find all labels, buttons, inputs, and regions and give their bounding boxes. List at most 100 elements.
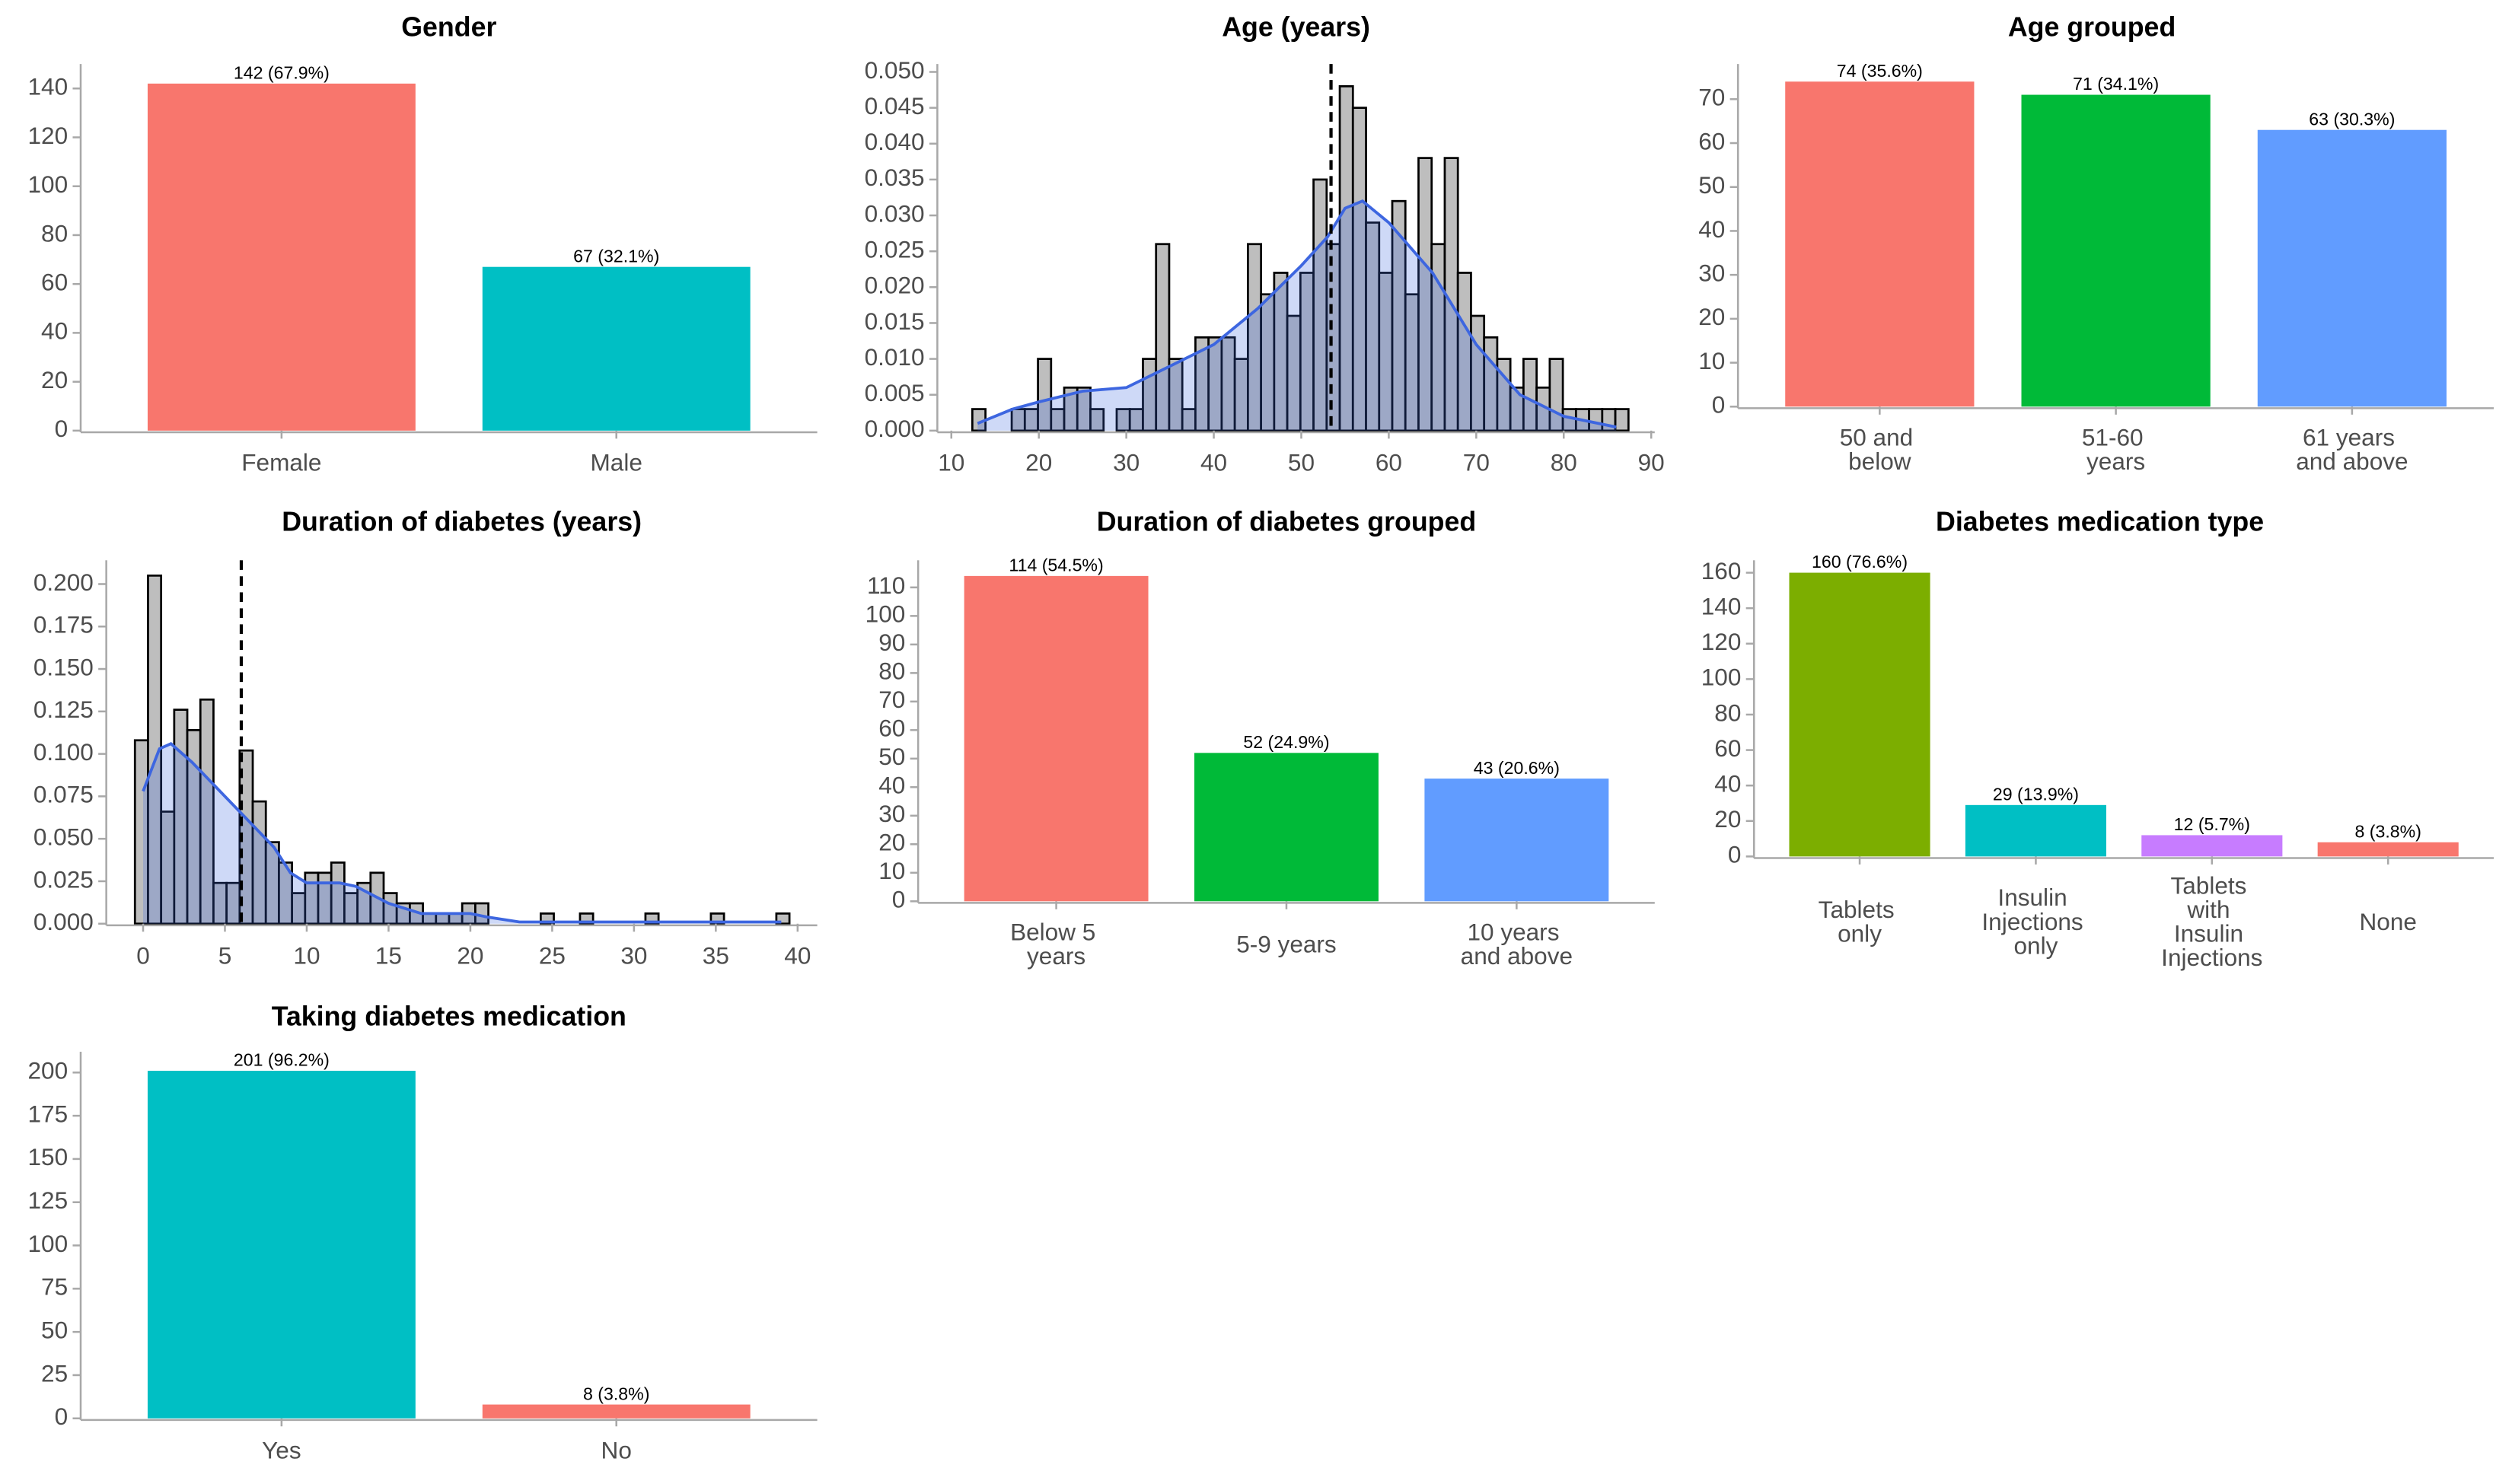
value-label: 12 (5.7%) xyxy=(2174,814,2250,834)
y-tick-label: 0.050 xyxy=(865,56,925,84)
bar xyxy=(1965,804,2106,857)
value-label: 71 (34.1%) xyxy=(2073,74,2159,94)
x-tick-label: 10 xyxy=(938,448,964,476)
x-tick-label: 20 xyxy=(457,941,483,969)
y-tick-label: 0.010 xyxy=(865,343,925,371)
x-tick-label: 50 and below xyxy=(1840,424,1920,476)
value-label: 29 (13.9%) xyxy=(1993,785,2079,804)
y-tick-label: 60 xyxy=(41,268,68,295)
histogram-bar xyxy=(1037,358,1053,432)
y-tick-label: 100 xyxy=(1701,664,1742,691)
y-tick-label: 10 xyxy=(1698,347,1725,374)
x-tick-label: Yes xyxy=(262,1436,301,1463)
y-tick-label: 0.045 xyxy=(865,92,925,119)
bar xyxy=(1785,81,1975,407)
bar xyxy=(2021,94,2211,407)
x-tick-label: 61 years and above xyxy=(2296,424,2408,476)
y-tick-label: 110 xyxy=(867,572,905,599)
bar xyxy=(964,575,1149,902)
y-tick-label: 0.025 xyxy=(865,236,925,263)
panel: Gender 0 20 40 60 80 100 120 140 142 (67.9%) Femal… xyxy=(28,11,818,476)
x-tick-label: 10 years and above xyxy=(1461,919,1573,970)
histogram-bar xyxy=(1614,408,1630,432)
y-tick-label: 0.000 xyxy=(33,908,94,935)
x-tick-label: 20 xyxy=(1025,448,1052,476)
y-tick-label: 0 xyxy=(1728,841,1742,868)
y-tick-label: 200 xyxy=(28,1057,69,1084)
y-tick-label: 140 xyxy=(28,73,69,100)
y-tick-label: 20 xyxy=(41,366,68,393)
x-tick-label: 25 xyxy=(539,941,566,969)
x-tick-label: 0 xyxy=(136,941,150,969)
y-tick-label: 0.035 xyxy=(865,164,925,191)
value-label: 52 (24.9%) xyxy=(1243,732,1329,752)
y-tick-label: 100 xyxy=(28,170,69,198)
x-tick-label: Insulin Injections only xyxy=(1981,884,2090,960)
y-tick-label: 150 xyxy=(28,1143,69,1170)
histogram-bar xyxy=(1155,243,1171,432)
bar xyxy=(2317,842,2459,857)
bar xyxy=(147,83,416,431)
value-label: 74 (35.6%) xyxy=(1837,61,1923,81)
x-tick-label: Male xyxy=(591,448,642,476)
density-line xyxy=(977,199,1617,429)
y-tick-label: 120 xyxy=(1701,628,1742,655)
x-tick-label: Female xyxy=(241,448,321,476)
y-tick-label: 100 xyxy=(28,1230,69,1257)
chart-title: Duration of diabetes grouped xyxy=(1097,506,1477,537)
chart-title: Gender xyxy=(401,11,496,42)
panel: Duration of diabetes grouped 010203040506… xyxy=(865,506,1655,970)
x-tick-label: No xyxy=(601,1436,632,1463)
value-label: 67 (32.1%) xyxy=(573,246,659,266)
x-tick-label: 15 xyxy=(375,941,402,969)
x-tick-label: 80 xyxy=(1551,448,1577,476)
y-tick-label: 70 xyxy=(878,686,905,713)
chart-title: Diabetes medication type xyxy=(1936,506,2264,537)
y-tick-label: 0.025 xyxy=(33,865,94,893)
y-tick-label: 0.050 xyxy=(33,823,94,851)
y-tick-label: 0.075 xyxy=(33,781,94,808)
y-tick-label: 125 xyxy=(28,1186,69,1214)
y-tick-label: 50 xyxy=(1698,171,1725,199)
x-tick-label: 60 xyxy=(1376,448,1402,476)
histogram-bar xyxy=(1089,408,1105,432)
x-tick-label: 70 xyxy=(1463,448,1490,476)
y-tick-label: 0.125 xyxy=(33,696,94,723)
y-tick-label: 0 xyxy=(55,415,69,442)
y-tick-label: 30 xyxy=(878,800,905,827)
bar xyxy=(482,1404,751,1419)
density-area xyxy=(977,201,1617,431)
y-tick-label: 0.005 xyxy=(865,379,925,406)
y-tick-label: 50 xyxy=(878,743,905,770)
panel: Age (years) 0.000 0.005 0.010 0.015 0.020 0.02… xyxy=(865,11,1665,476)
y-tick-label: 50 xyxy=(41,1316,68,1343)
value-label: 160 (76.6%) xyxy=(1812,552,1908,572)
panel: Duration of diabetes (years) 0.000 0.025 0.… xyxy=(33,506,818,969)
x-tick-label: 5-9 years xyxy=(1236,931,1337,958)
y-tick-label: 0.150 xyxy=(33,653,94,680)
y-tick-label: 20 xyxy=(1714,805,1741,833)
y-tick-label: 60 xyxy=(1714,734,1741,762)
chart-title: Age (years) xyxy=(1222,11,1370,42)
y-tick-label: 0.200 xyxy=(33,568,94,596)
y-tick-label: 0.100 xyxy=(33,738,94,766)
value-label: 63 (30.3%) xyxy=(2309,109,2395,129)
y-tick-label: 0 xyxy=(55,1403,69,1430)
value-label: 142 (67.9%) xyxy=(234,63,330,83)
value-label: 43 (20.6%) xyxy=(1474,758,1560,778)
x-tick-label: 50 xyxy=(1288,448,1315,476)
bar xyxy=(1424,779,1609,902)
value-label: 201 (96.2%) xyxy=(234,1050,330,1070)
y-tick-label: 80 xyxy=(1714,699,1741,726)
y-tick-label: 120 xyxy=(28,122,69,149)
chart-title: Age grouped xyxy=(2008,11,2176,42)
y-tick-label: 40 xyxy=(1698,215,1725,243)
y-tick-label: 60 xyxy=(1698,127,1725,154)
bar xyxy=(2257,129,2447,407)
density-area xyxy=(143,744,782,924)
histogram-bar xyxy=(147,574,163,925)
y-tick-label: 40 xyxy=(1714,770,1741,798)
y-tick-label: 10 xyxy=(878,857,905,884)
bar xyxy=(2141,835,2283,857)
